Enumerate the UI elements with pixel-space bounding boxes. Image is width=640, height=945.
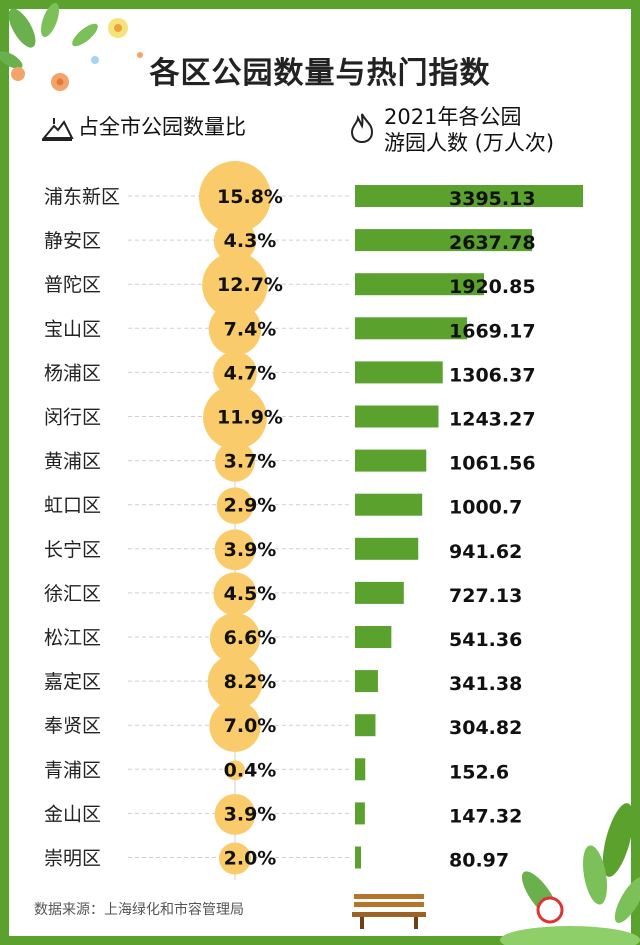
- district-label: 嘉定区: [44, 671, 101, 693]
- share-bubble: [216, 487, 254, 524]
- share-label: 3.7%: [224, 451, 277, 473]
- visitor-bar: [355, 714, 376, 737]
- share-bubble: [209, 700, 261, 752]
- visitor-bar: [355, 317, 468, 340]
- district-label: 宝山区: [44, 318, 101, 340]
- share-label: 0.4%: [224, 759, 277, 781]
- share-bubble: [208, 303, 262, 356]
- share-header: 占全市公园数量比: [78, 115, 246, 139]
- share-bubble: [203, 385, 267, 450]
- visitor-label: 147.32: [449, 805, 522, 827]
- data-source: 数据来源：上海绿化和市容管理局: [34, 902, 244, 918]
- district-label: 金山区: [44, 803, 101, 825]
- district-label: 杨浦区: [44, 362, 101, 384]
- share-label: 4.5%: [224, 583, 277, 605]
- share-label: 2.0%: [224, 848, 277, 870]
- district-label: 普陀区: [44, 274, 101, 296]
- visitor-bar: [355, 581, 404, 604]
- district-label: 浦东新区: [44, 186, 120, 208]
- visitor-bar: [355, 405, 439, 428]
- share-label: 11.9%: [217, 407, 283, 429]
- district-label: 黄浦区: [44, 451, 101, 473]
- page-title: 各区公园数量与热门指数: [149, 56, 491, 91]
- visitor-bar: [355, 802, 365, 825]
- visitor-label: 727.13: [449, 585, 522, 607]
- share-bubble: [225, 760, 245, 781]
- visitor-label: 2637.78: [449, 232, 536, 254]
- visitor-bar: [355, 537, 419, 560]
- visitor-label: 1669.17: [449, 320, 536, 342]
- share-bubble: [213, 351, 257, 396]
- visitor-label: 1306.37: [449, 364, 536, 386]
- visitor-label: 1061.56: [449, 453, 536, 475]
- share-label: 7.4%: [224, 318, 277, 340]
- visitor-bar: [355, 493, 423, 516]
- visitor-bar: [355, 846, 361, 869]
- visitor-label: 341.38: [449, 673, 522, 695]
- visitor-label: 152.6: [449, 761, 509, 783]
- visitor-bar: [355, 229, 533, 252]
- bench-decoration: [352, 894, 426, 929]
- share-label: 15.8%: [217, 186, 283, 208]
- visitor-label: 304.82: [449, 717, 522, 739]
- district-label: 青浦区: [44, 759, 101, 781]
- share-bubble: [199, 161, 271, 233]
- visitor-label: 541.36: [449, 629, 522, 651]
- share-label: 3.9%: [224, 803, 277, 825]
- share-label: 3.9%: [224, 539, 277, 561]
- visitor-header-line1: 2021年各公园: [384, 105, 522, 129]
- share-label: 6.6%: [224, 627, 277, 649]
- share-bubble: [213, 572, 257, 616]
- park-icon: [41, 118, 74, 141]
- share-bubble: [207, 654, 263, 710]
- district-label: 崇明区: [44, 848, 101, 870]
- share-bubble: [214, 529, 256, 571]
- share-label: 12.7%: [217, 274, 283, 296]
- visitor-bar: [355, 273, 484, 296]
- district-label: 徐汇区: [44, 583, 101, 605]
- share-label: 4.3%: [224, 230, 277, 252]
- visitor-bar: [355, 670, 378, 693]
- share-label: 7.0%: [224, 715, 277, 737]
- visitor-label: 80.97: [449, 850, 509, 872]
- share-label: 4.7%: [224, 362, 277, 384]
- visitor-label: 941.62: [449, 541, 522, 563]
- district-label: 闵行区: [44, 407, 101, 429]
- district-label: 长宁区: [44, 539, 101, 561]
- visitor-label: 1000.7: [449, 497, 522, 519]
- share-label: 2.9%: [224, 495, 277, 517]
- share-bubble: [209, 612, 261, 664]
- district-label: 奉贤区: [44, 715, 101, 737]
- flower-decoration: [0, 2, 143, 91]
- visitor-bar: [355, 185, 583, 207]
- share-label: 8.2%: [224, 671, 277, 693]
- visitor-header-line2: 游园人数 (万人次): [384, 131, 555, 155]
- visitor-header: 2021年各公园 游园人数 (万人次): [384, 104, 614, 156]
- visitor-label: 3395.13: [449, 188, 536, 210]
- visitor-bar: [355, 626, 392, 648]
- visitor-bar: [355, 449, 427, 472]
- fire-icon: [350, 113, 374, 144]
- plant-decoration: [500, 803, 640, 945]
- share-bubble: [214, 441, 256, 482]
- visitor-bar: [355, 758, 366, 781]
- share-bubble: [214, 793, 256, 835]
- district-label: 静安区: [44, 230, 101, 252]
- share-bubble: [218, 842, 252, 875]
- district-label: 虹口区: [44, 495, 101, 517]
- share-bubble: [213, 219, 257, 263]
- visitor-bar: [355, 361, 443, 384]
- visitor-label: 1920.85: [449, 276, 536, 298]
- visitor-label: 1243.27: [449, 409, 536, 431]
- share-bubble: [202, 252, 268, 318]
- district-label: 松江区: [44, 627, 101, 649]
